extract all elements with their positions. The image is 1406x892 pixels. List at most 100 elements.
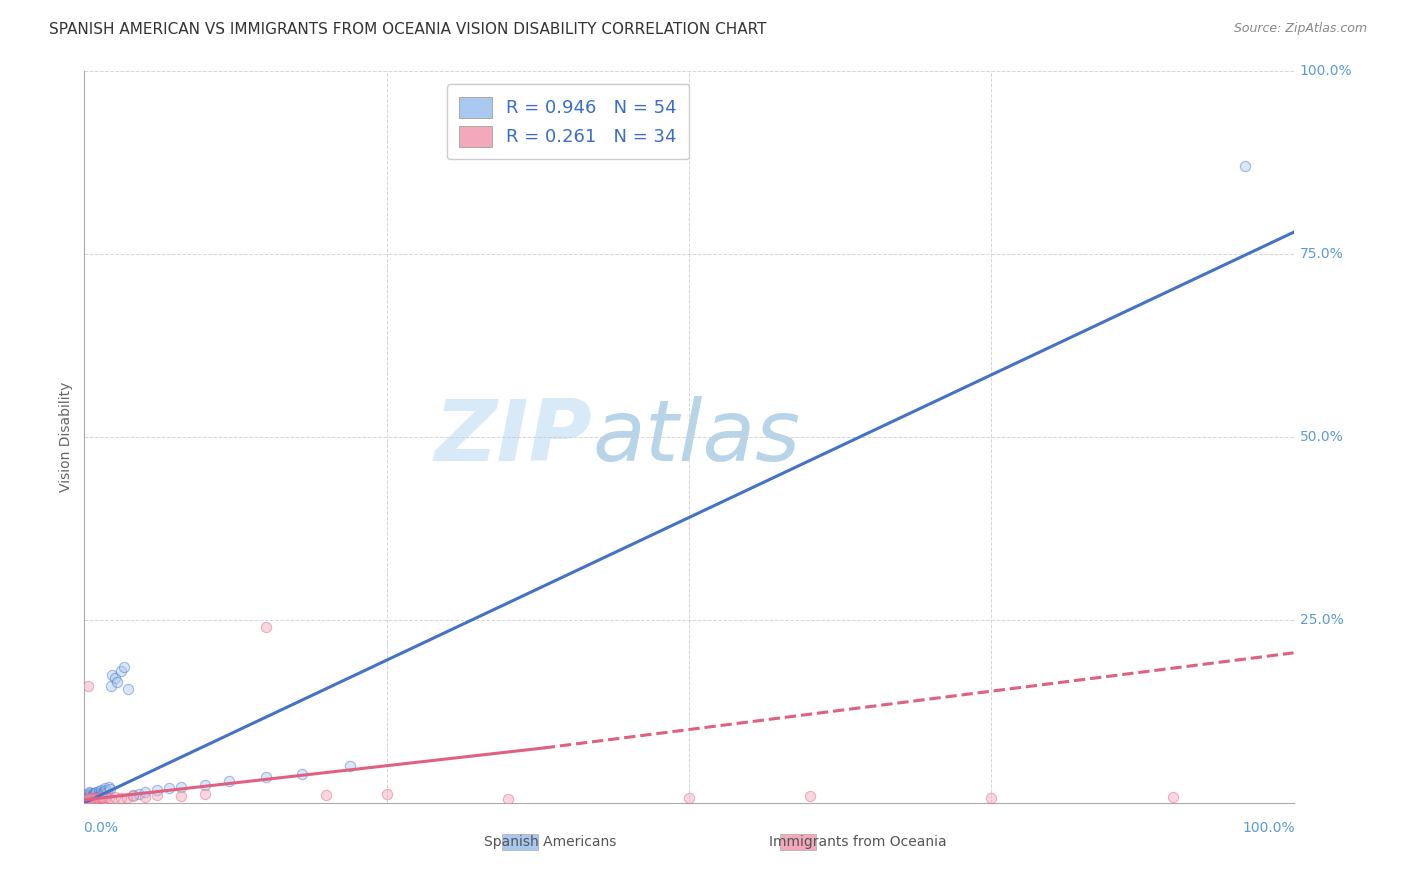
Point — [86, 789, 108, 804]
Text: 100.0%: 100.0% — [1299, 64, 1353, 78]
Point — [157, 781, 180, 796]
Point — [84, 786, 107, 800]
Point — [87, 792, 110, 806]
Point — [79, 786, 101, 800]
Point — [96, 785, 118, 799]
Point — [91, 789, 114, 804]
Point — [80, 790, 103, 805]
Point — [94, 782, 117, 797]
Point — [110, 664, 132, 678]
Point — [254, 770, 277, 784]
Point — [77, 787, 100, 801]
Point — [89, 789, 111, 803]
Point — [218, 773, 240, 788]
Text: 75.0%: 75.0% — [1299, 247, 1343, 261]
Point — [121, 789, 143, 803]
Point — [83, 786, 105, 800]
Point — [678, 790, 700, 805]
Point — [496, 792, 519, 806]
Point — [1234, 160, 1257, 174]
Text: Source: ZipAtlas.com: Source: ZipAtlas.com — [1233, 22, 1367, 36]
Point — [79, 792, 101, 806]
Point — [90, 782, 112, 797]
Point — [94, 789, 117, 804]
Point — [86, 788, 108, 802]
Point — [91, 786, 114, 800]
Point — [121, 789, 143, 804]
Text: Spanish Americans: Spanish Americans — [484, 835, 616, 848]
Text: Immigrants from Oceania: Immigrants from Oceania — [769, 835, 948, 848]
Point — [291, 766, 314, 780]
Point — [82, 789, 104, 804]
Point — [77, 679, 100, 693]
Point — [799, 789, 821, 804]
Point — [89, 790, 111, 805]
Point — [93, 792, 115, 806]
Point — [77, 789, 100, 804]
Point — [86, 790, 108, 805]
Point — [89, 787, 111, 801]
Point — [115, 790, 138, 805]
Text: ZIP: ZIP — [434, 395, 592, 479]
Y-axis label: Vision Disability: Vision Disability — [59, 382, 73, 492]
Point — [77, 789, 100, 804]
FancyBboxPatch shape — [502, 834, 538, 850]
FancyBboxPatch shape — [780, 834, 815, 850]
Point — [77, 793, 100, 807]
Text: atlas: atlas — [592, 395, 800, 479]
Legend: R = 0.946   N = 54, R = 0.261   N = 34: R = 0.946 N = 54, R = 0.261 N = 34 — [447, 84, 689, 159]
Point — [104, 672, 127, 686]
Point — [146, 789, 169, 803]
Point — [91, 788, 114, 802]
Point — [980, 791, 1002, 805]
Point — [1161, 789, 1184, 804]
Point — [97, 790, 120, 805]
Point — [104, 789, 127, 804]
Point — [82, 793, 104, 807]
Point — [86, 785, 108, 799]
Point — [97, 780, 120, 794]
Point — [91, 791, 114, 805]
Text: 0.0%: 0.0% — [83, 821, 118, 835]
Point — [80, 789, 103, 803]
Point — [79, 790, 101, 805]
Point — [93, 786, 115, 800]
Point — [84, 789, 107, 803]
Point — [170, 780, 193, 794]
Point — [83, 788, 105, 802]
Text: 50.0%: 50.0% — [1299, 430, 1343, 444]
Point — [87, 786, 110, 800]
Point — [83, 791, 105, 805]
Point — [77, 791, 100, 805]
Point — [134, 789, 156, 804]
Point — [110, 791, 132, 805]
Point — [98, 781, 121, 796]
Point — [101, 667, 124, 681]
Point — [315, 789, 337, 803]
Point — [117, 682, 139, 697]
Point — [77, 785, 100, 799]
Point — [375, 787, 398, 801]
Point — [134, 785, 156, 799]
Point — [194, 787, 217, 801]
Point — [112, 660, 135, 674]
Point — [170, 789, 193, 804]
Point — [194, 778, 217, 792]
Text: SPANISH AMERICAN VS IMMIGRANTS FROM OCEANIA VISION DISABILITY CORRELATION CHART: SPANISH AMERICAN VS IMMIGRANTS FROM OCEA… — [49, 22, 766, 37]
Point — [76, 792, 98, 806]
Point — [79, 788, 101, 802]
Point — [128, 787, 150, 801]
Point — [100, 679, 122, 693]
Point — [82, 787, 104, 801]
Point — [87, 784, 110, 798]
Point — [339, 759, 361, 773]
Point — [146, 782, 169, 797]
Point — [94, 781, 117, 796]
Point — [254, 620, 277, 634]
Text: 100.0%: 100.0% — [1241, 821, 1295, 835]
Point — [86, 791, 108, 805]
Text: 25.0%: 25.0% — [1299, 613, 1343, 627]
Point — [90, 785, 112, 799]
Point — [80, 789, 103, 804]
Point — [86, 787, 108, 801]
